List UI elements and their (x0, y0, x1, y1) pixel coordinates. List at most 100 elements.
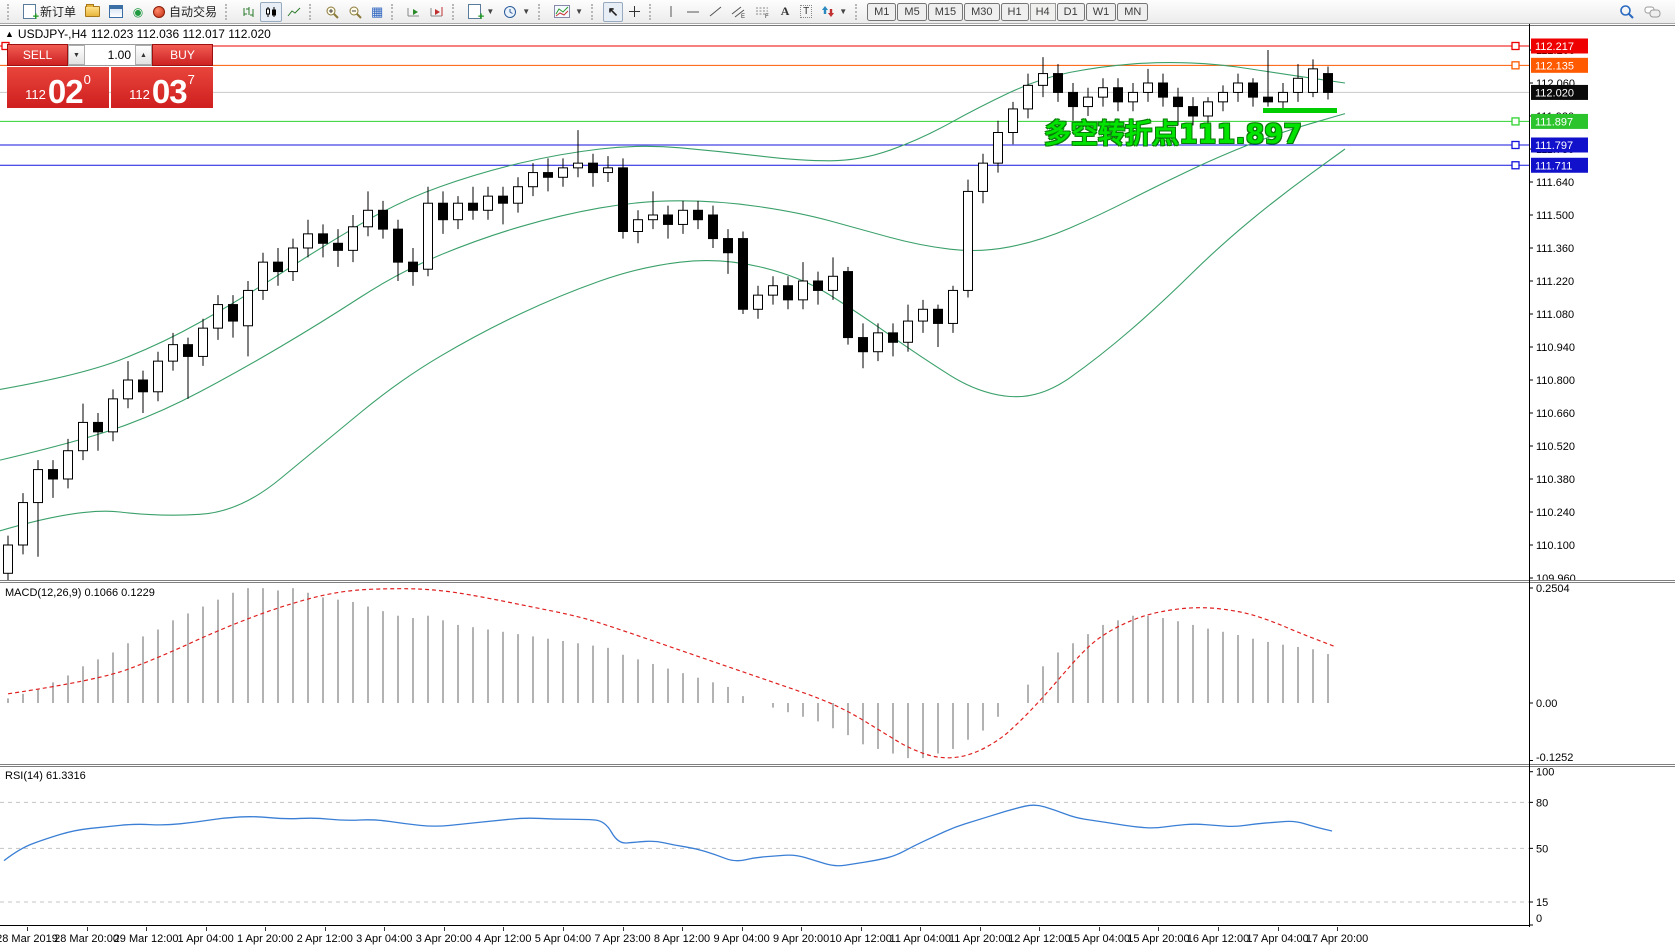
tile-windows-button[interactable]: ▦ (367, 2, 387, 22)
crosshair-icon (629, 6, 641, 17)
volume-input[interactable] (85, 45, 135, 65)
timeframe-m30-button[interactable]: M30 (964, 2, 1000, 21)
horizontal-line-button[interactable] (682, 2, 704, 22)
time-tick (265, 927, 267, 931)
channel-icon: E (731, 6, 745, 18)
text-button[interactable]: A (775, 2, 795, 22)
chevron-down-icon: ▼ (522, 7, 531, 16)
indicators-button[interactable]: ▼ (550, 2, 587, 22)
volume-decrease-button[interactable]: ▼ (68, 45, 85, 65)
cursor-button[interactable]: ↖ (603, 1, 624, 22)
buy-button[interactable]: BUY (152, 44, 213, 66)
timeframe-mn-button[interactable]: MN (1117, 2, 1149, 21)
macd-canvas[interactable]: 0.2504 0.00 -0.1252 (0, 580, 1675, 764)
auto-trading-icon (153, 5, 166, 18)
time-tick (503, 927, 505, 931)
main-chart-canvas[interactable]: 112.200112.060111.920111.780111.640111.5… (0, 24, 1675, 580)
svg-text:110.940: 110.940 (1536, 342, 1575, 354)
svg-text:111.080: 111.080 (1536, 309, 1574, 321)
time-tick (1098, 927, 1100, 931)
chat-button[interactable] (1640, 2, 1665, 22)
trendline-button[interactable] (705, 2, 726, 22)
candlestick-chart-button[interactable] (260, 1, 283, 22)
zoom-in-button[interactable] (321, 2, 343, 22)
bar-chart-icon (243, 6, 254, 17)
sell-quote-button[interactable]: 112 02 0 (7, 67, 109, 108)
search-icon (1620, 5, 1634, 19)
toolbar-grip[interactable] (649, 3, 656, 20)
channel-button[interactable]: E (727, 2, 750, 22)
bar-chart-button[interactable] (237, 2, 259, 22)
auto-scroll-button[interactable] (403, 2, 425, 22)
fibonacci-icon: F (756, 7, 769, 18)
rsi-canvas[interactable]: 100 80 50 15 0 (0, 764, 1675, 927)
svg-text:111.640: 111.640 (1536, 177, 1574, 189)
svg-text:110.240: 110.240 (1536, 507, 1575, 519)
text-icon: A (780, 4, 790, 18)
time-label: 28 Mar 2019 (0, 933, 58, 945)
new-order-label: 新订单 (40, 5, 77, 19)
time-label: 11 Apr 20:00 (949, 933, 1011, 945)
arrows-icon (822, 6, 835, 17)
timeframe-w1-button[interactable]: W1 (1085, 2, 1117, 21)
new-order-button[interactable]: + 新订单 (19, 2, 80, 23)
sell-button[interactable]: SELL (7, 44, 68, 66)
timeframe-d1-button[interactable]: D1 (1056, 2, 1085, 21)
time-label: 3 Apr 20:00 (415, 933, 472, 945)
chevron-down-icon: ▼ (486, 7, 495, 16)
buy-quote-button[interactable]: 112 03 7 (111, 67, 213, 108)
time-label: 1 Apr 04:00 (177, 933, 234, 945)
svg-text:112.135: 112.135 (1535, 60, 1574, 72)
fibonacci-button[interactable]: F (751, 2, 774, 22)
toolbar: + 新订单 ◉ 自动交易 ▦ + ▼ ▼ (0, 0, 1675, 24)
sell-price-small: 112 (25, 87, 46, 102)
svg-text:112.020: 112.020 (1535, 87, 1574, 99)
toolbar-grip[interactable] (452, 3, 459, 20)
rsi-label: RSI(14) 61.3316 (5, 770, 86, 782)
svg-text:111.711: 111.711 (1535, 160, 1572, 172)
market-watch-button[interactable] (105, 2, 127, 22)
svg-text:F: F (765, 14, 769, 18)
line-chart-button[interactable] (283, 2, 305, 22)
time-label: 12 Apr 12:00 (1008, 933, 1071, 945)
vertical-line-button[interactable] (661, 2, 681, 22)
svg-text:111.797: 111.797 (1535, 140, 1573, 152)
chart-shift-button[interactable] (426, 2, 448, 22)
new-order-dropdown-button[interactable]: + ▼ (464, 2, 498, 23)
sell-price-main: 02 (47, 73, 84, 110)
toolbar-grip[interactable] (391, 3, 398, 20)
chart-profiles-button[interactable] (81, 2, 104, 22)
time-label: 29 Mar 12:00 (113, 933, 179, 945)
signals-button[interactable]: ◉ (128, 2, 148, 22)
crosshair-button[interactable] (624, 2, 645, 22)
period-clock-button[interactable]: ▼ (499, 2, 534, 22)
arrows-button[interactable]: ▼ (817, 2, 851, 22)
time-label: 16 Apr 12:00 (1186, 933, 1250, 945)
line-chart-icon (287, 7, 301, 16)
svg-text:111.360: 111.360 (1536, 243, 1574, 255)
timeframe-m5-button[interactable]: M5 (897, 2, 927, 21)
time-label: 5 Apr 04:00 (534, 933, 592, 945)
tile-windows-icon: ▦ (371, 3, 384, 19)
time-tick (324, 927, 326, 931)
timeframe-m15-button[interactable]: M15 (927, 2, 964, 21)
text-label-button[interactable]: T (796, 2, 816, 22)
svg-text:112.217: 112.217 (1535, 41, 1574, 53)
timeframe-h4-button[interactable]: H4 (1029, 2, 1056, 21)
toolbar-grip[interactable] (591, 3, 598, 20)
time-axis[interactable]: 28 Mar 2019 28 Mar 20:00 29 Mar 12:00 1 Apr… (0, 927, 1675, 949)
auto-trading-button[interactable]: 自动交易 (149, 2, 221, 22)
toolbar-grip[interactable] (7, 3, 14, 20)
volume-increase-button[interactable]: ▲ (135, 45, 152, 65)
toolbar-grip[interactable] (538, 3, 545, 20)
toolbar-grip[interactable] (855, 3, 862, 20)
timeframe-m1-button[interactable]: M1 (867, 2, 897, 21)
zoom-out-button[interactable] (344, 2, 366, 22)
timeframe-h1-button[interactable]: H1 (1000, 2, 1029, 21)
toolbar-grip[interactable] (225, 3, 232, 20)
new-order-icon: + (23, 4, 39, 23)
search-button[interactable] (1615, 2, 1638, 22)
svg-text:0.00: 0.00 (1536, 698, 1557, 710)
toolbar-grip[interactable] (309, 3, 316, 20)
time-tick (1277, 927, 1279, 931)
